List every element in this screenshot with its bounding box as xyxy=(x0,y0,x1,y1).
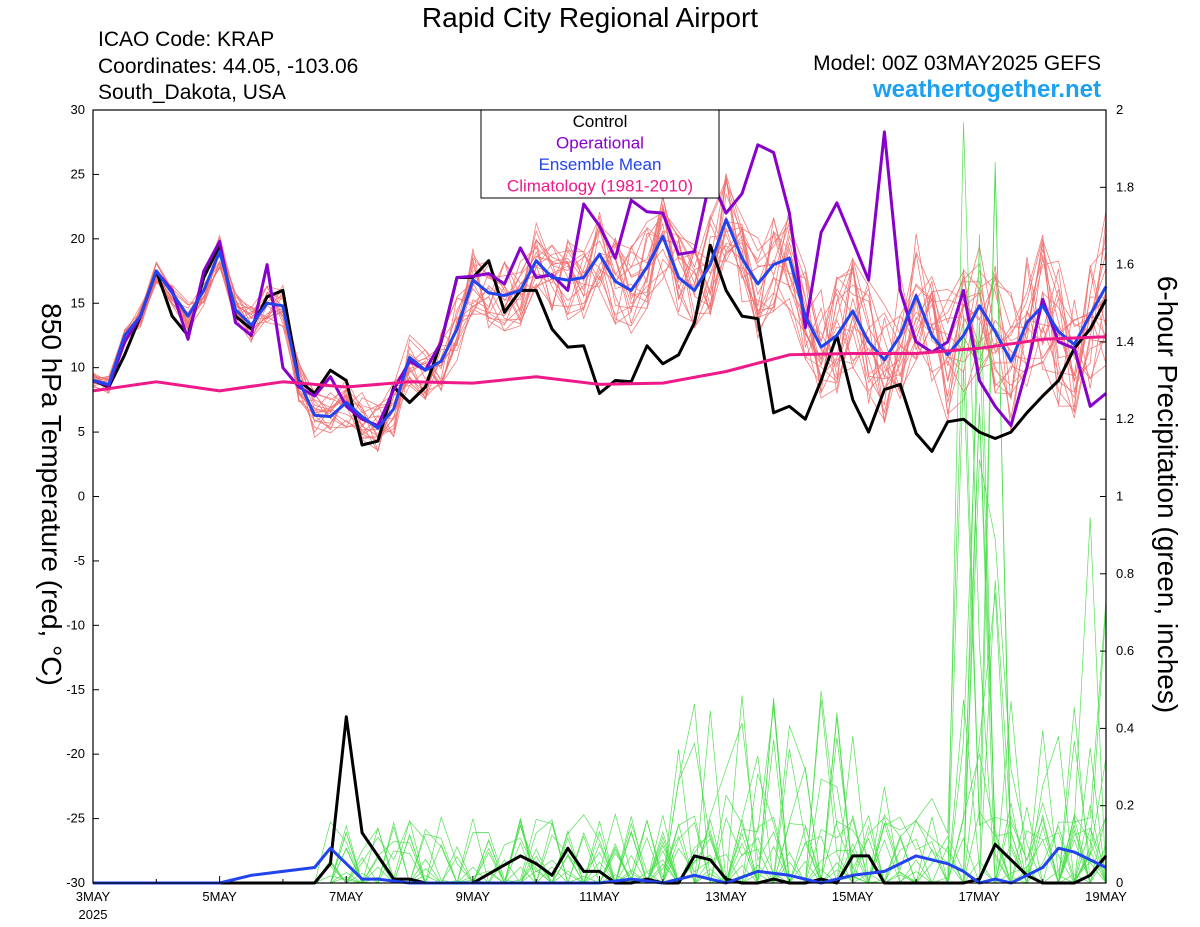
temperature-member-line xyxy=(92,173,1107,438)
x-tick-label: 19MAY xyxy=(1085,889,1127,904)
precip-series-ensemble-mean xyxy=(93,846,1107,885)
temp-series-climatology-1981-2010- xyxy=(92,335,1107,393)
right-tick-label: 0.2 xyxy=(1116,798,1134,813)
right-tick-label: 1.6 xyxy=(1116,257,1134,272)
left-tick-label: 0 xyxy=(78,489,85,504)
precipitation-member-line xyxy=(93,122,1107,885)
right-axis-label: 6-hour Precipitation (green, inches) xyxy=(1152,276,1183,713)
x-tick-label: 3MAY xyxy=(76,889,111,904)
right-tick-label: 2 xyxy=(1116,102,1123,117)
left-tick-label: -15 xyxy=(66,682,85,697)
left-tick-label: -10 xyxy=(66,617,85,632)
coordinates: Coordinates: 44.05, -103.06 xyxy=(98,55,359,78)
right-tick-label: 1.2 xyxy=(1116,411,1134,426)
temperature-member-line xyxy=(92,179,1107,439)
right-tick-label: 0.8 xyxy=(1116,566,1134,581)
left-tick-label: 30 xyxy=(71,102,85,117)
right-tick-label: 0 xyxy=(1116,875,1123,890)
left-tick-label: 20 xyxy=(71,231,85,246)
temperature-member-line xyxy=(92,215,1107,440)
location: South_Dakota, USA xyxy=(98,81,286,104)
legend-entry: Ensemble Mean xyxy=(539,155,662,174)
temp-series-operational xyxy=(92,130,1107,428)
legend: Control Operational Ensemble Mean Climatolo… xyxy=(480,109,720,199)
temp-series-ensemble-mean xyxy=(92,218,1108,430)
model-run: Model: 00Z 03MAY2025 GEFS xyxy=(813,52,1101,75)
x-tick-label: 7MAY xyxy=(329,889,364,904)
precipitation-member-line xyxy=(93,725,1107,884)
page-title: Rapid City Regional Airport xyxy=(421,2,759,33)
left-tick-label: -5 xyxy=(73,553,85,568)
left-tick-label: -30 xyxy=(66,875,85,890)
legend-entry: Operational xyxy=(556,134,644,153)
legend-entry: Control xyxy=(573,112,628,131)
legend-entry: Climatology (1981-2010) xyxy=(507,177,693,196)
x-tick-label: 17MAY xyxy=(959,889,1001,904)
left-tick-label: -20 xyxy=(66,746,85,761)
left-tick-label: 5 xyxy=(78,424,85,439)
legend-box xyxy=(480,109,720,199)
highlighted-series xyxy=(92,130,1108,885)
x-year-label: 2025 xyxy=(79,907,108,922)
precipitation-member-line xyxy=(93,313,1107,884)
left-tick-label: 10 xyxy=(71,360,85,375)
x-tick-label: 9MAY xyxy=(456,889,491,904)
right-tick-label: 0.4 xyxy=(1116,720,1134,735)
precipitation-member-line xyxy=(93,322,1107,885)
left-tick-label: 15 xyxy=(71,295,85,310)
precipitation-member-line xyxy=(93,593,1106,884)
right-tick-label: 1.8 xyxy=(1116,179,1134,194)
x-tick-label: 11MAY xyxy=(579,889,620,904)
icao-code: ICAO Code: KRAP xyxy=(98,28,275,51)
axes: 302520151050-5-10-15-20-25-3021.81.61.41… xyxy=(36,102,1183,922)
left-tick-label: -25 xyxy=(66,811,85,826)
x-tick-label: 5MAY xyxy=(202,889,237,904)
right-tick-label: 0.6 xyxy=(1116,643,1134,658)
x-tick-label: 13MAY xyxy=(705,889,747,904)
x-tick-label: 15MAY xyxy=(832,889,874,904)
website-link[interactable]: weathertogether.net xyxy=(872,76,1101,103)
precipitation-member-line xyxy=(93,707,1106,885)
temp-series-control xyxy=(92,243,1108,453)
left-tick-label: 25 xyxy=(71,166,85,181)
precipitation-member-line xyxy=(93,690,1107,884)
temperature-member-line xyxy=(92,214,1107,438)
left-axis-label: 850 hPa Temperature (red, °C) xyxy=(36,303,67,686)
ensemble-members xyxy=(92,122,1107,885)
right-tick-label: 1.4 xyxy=(1116,334,1134,349)
right-tick-label: 1 xyxy=(1116,489,1123,504)
